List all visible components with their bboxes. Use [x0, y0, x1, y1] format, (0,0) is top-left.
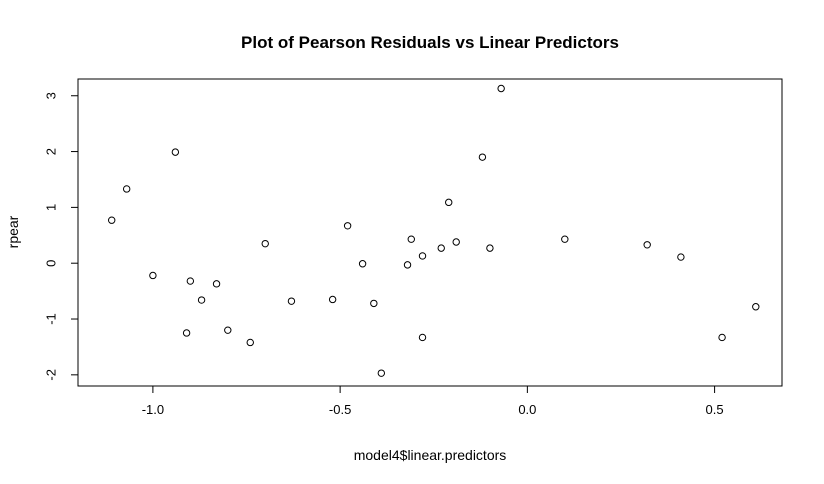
data-point — [328, 295, 337, 304]
data-point — [186, 277, 195, 285]
data-point — [261, 239, 269, 248]
data-point — [108, 216, 116, 224]
data-point — [643, 241, 651, 249]
data-point — [437, 244, 445, 252]
data-point — [407, 235, 415, 243]
data-point — [287, 297, 296, 305]
data-point — [122, 185, 131, 193]
x-tick-label: 0.5 — [706, 402, 724, 417]
data-point — [370, 299, 378, 308]
data-point — [343, 222, 352, 230]
data-point — [197, 296, 206, 304]
x-tick-label: -1.0 — [142, 402, 164, 417]
data-point — [718, 333, 726, 342]
y-tick-label: 3 — [43, 92, 58, 99]
x-tick-label: 0.0 — [518, 402, 536, 417]
data-point — [486, 244, 494, 252]
data-point — [478, 153, 487, 161]
x-tick-label: -0.5 — [329, 402, 351, 417]
data-points — [108, 84, 760, 377]
data-point — [403, 261, 412, 269]
y-axis-label: rpear — [5, 215, 21, 248]
data-point — [752, 303, 760, 311]
data-point — [497, 84, 505, 93]
data-point — [212, 280, 221, 288]
data-point — [418, 333, 427, 342]
x-axis-label: model4$linear.predictors — [354, 447, 507, 463]
data-point — [224, 326, 232, 334]
chart-title: Plot of Pearson Residuals vs Linear Pred… — [241, 33, 619, 52]
data-point — [561, 235, 569, 243]
y-tick-label: 2 — [43, 148, 58, 155]
data-point — [377, 369, 386, 377]
y-tick-label: 1 — [43, 204, 58, 211]
data-point — [445, 198, 453, 207]
y-tick-label: -2 — [43, 369, 58, 381]
x-axis: -1.0 -0.5 0.0 0.5 — [142, 385, 724, 417]
data-point — [171, 148, 180, 156]
data-point — [677, 253, 685, 261]
data-point — [418, 252, 427, 260]
data-point — [149, 271, 157, 280]
plot-frame — [77, 78, 783, 387]
data-point — [246, 338, 254, 347]
data-point — [358, 260, 367, 268]
y-tick-label: -1 — [43, 313, 58, 325]
data-point — [452, 238, 460, 246]
y-axis: -2 -1 0 1 2 3 — [43, 92, 79, 381]
data-point — [182, 329, 191, 337]
y-tick-label: 0 — [43, 260, 58, 267]
